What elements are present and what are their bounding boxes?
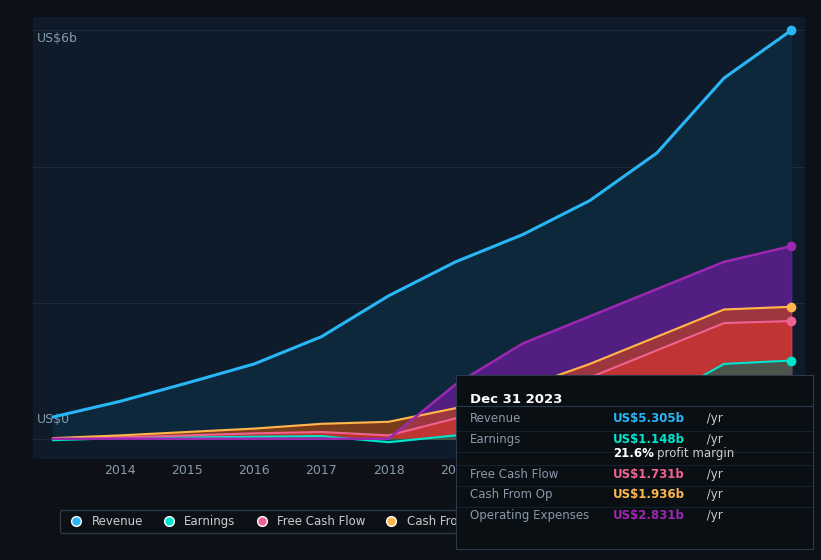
Text: US$1.148b: US$1.148b (612, 433, 685, 446)
Text: Revenue: Revenue (470, 412, 521, 425)
Text: /yr: /yr (703, 488, 722, 502)
Text: /yr: /yr (703, 509, 722, 522)
Text: Earnings: Earnings (470, 433, 521, 446)
Text: US$0: US$0 (37, 413, 70, 426)
Text: /yr: /yr (703, 468, 722, 480)
Text: 21.6%: 21.6% (612, 447, 654, 460)
Text: profit margin: profit margin (658, 447, 735, 460)
Text: Free Cash Flow: Free Cash Flow (470, 468, 558, 480)
Text: US$5.305b: US$5.305b (612, 412, 685, 425)
Text: /yr: /yr (703, 412, 722, 425)
Text: US$2.831b: US$2.831b (612, 509, 685, 522)
Text: Operating Expenses: Operating Expenses (470, 509, 589, 522)
Text: Dec 31 2023: Dec 31 2023 (470, 393, 562, 405)
Text: US$1.731b: US$1.731b (612, 468, 685, 480)
Text: US$1.936b: US$1.936b (612, 488, 685, 502)
Legend: Revenue, Earnings, Free Cash Flow, Cash From Op, Operating Expenses: Revenue, Earnings, Free Cash Flow, Cash … (60, 511, 654, 533)
Text: /yr: /yr (703, 433, 722, 446)
Text: US$6b: US$6b (37, 32, 77, 45)
Text: Cash From Op: Cash From Op (470, 488, 553, 502)
